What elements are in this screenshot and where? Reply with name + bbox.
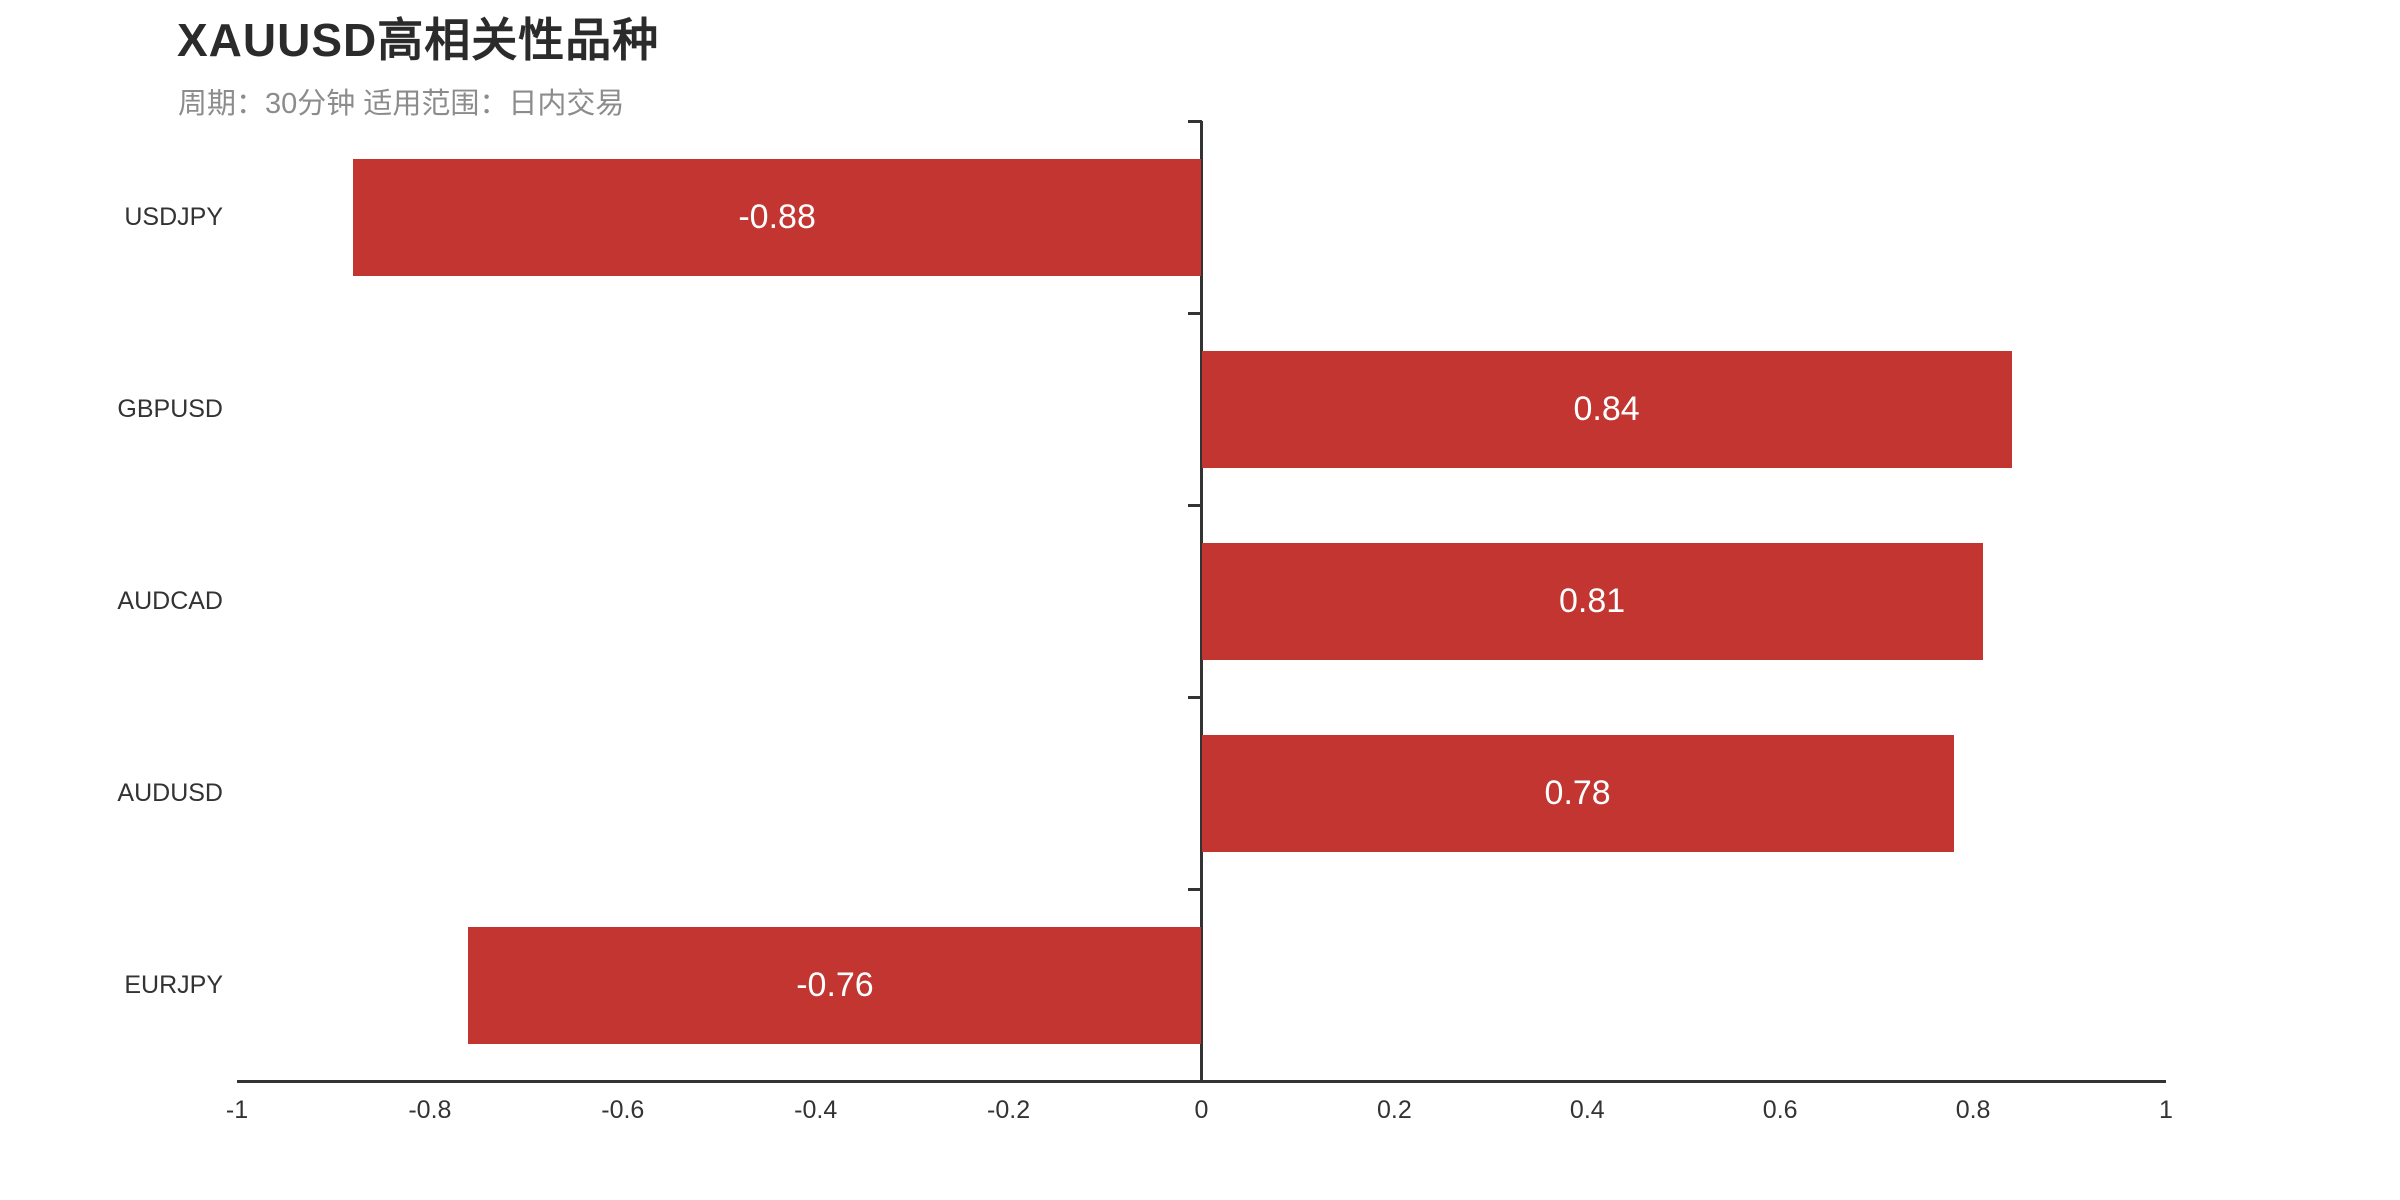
- x-tick-label: -0.8: [408, 1096, 452, 1124]
- bar[interactable]: 0.78: [1201, 734, 1954, 852]
- category-tick: [1188, 695, 1202, 699]
- category-label: GBPUSD: [117, 395, 223, 423]
- x-tick-label: 0: [1194, 1096, 1209, 1124]
- bar[interactable]: -0.76: [468, 926, 1202, 1044]
- x-axis-line: [237, 1079, 2166, 1083]
- category-tick: [1188, 119, 1202, 123]
- x-tick-label: 0.4: [1569, 1096, 1605, 1124]
- bar[interactable]: 0.84: [1201, 350, 2012, 468]
- chart-title: XAUUSD高相关性品种: [177, 14, 660, 66]
- category-label: USDJPY: [124, 203, 223, 231]
- x-tick-label: -0.4: [794, 1096, 838, 1124]
- category-label: EURJPY: [124, 971, 223, 999]
- bar[interactable]: 0.81: [1201, 542, 1983, 660]
- x-tick-label: 1: [2159, 1096, 2173, 1124]
- x-tick-label: -1: [225, 1096, 249, 1124]
- bar-value-label: 0.84: [1573, 389, 1640, 428]
- category-tick: [1188, 503, 1202, 507]
- bar-value-label: 0.78: [1544, 773, 1611, 812]
- x-tick-label: 0.6: [1762, 1096, 1798, 1124]
- x-tick-label: 0.2: [1377, 1096, 1412, 1124]
- x-tick-label: 0.8: [1955, 1096, 1991, 1124]
- bar-value-label: -0.76: [796, 965, 874, 1004]
- x-tick-label: -0.6: [601, 1096, 645, 1124]
- category-label: AUDCAD: [117, 587, 223, 615]
- category-tick: [1188, 887, 1202, 891]
- bar[interactable]: -0.88: [352, 158, 1202, 276]
- bar-value-label: 0.81: [1559, 581, 1626, 620]
- bar-value-label: -0.88: [738, 197, 816, 236]
- category-tick: [1188, 311, 1202, 315]
- x-tick-label: -0.2: [987, 1096, 1031, 1124]
- chart-subtitle: 周期：30分钟 适用范围：日内交易: [178, 88, 625, 120]
- category-label: AUDUSD: [117, 779, 223, 807]
